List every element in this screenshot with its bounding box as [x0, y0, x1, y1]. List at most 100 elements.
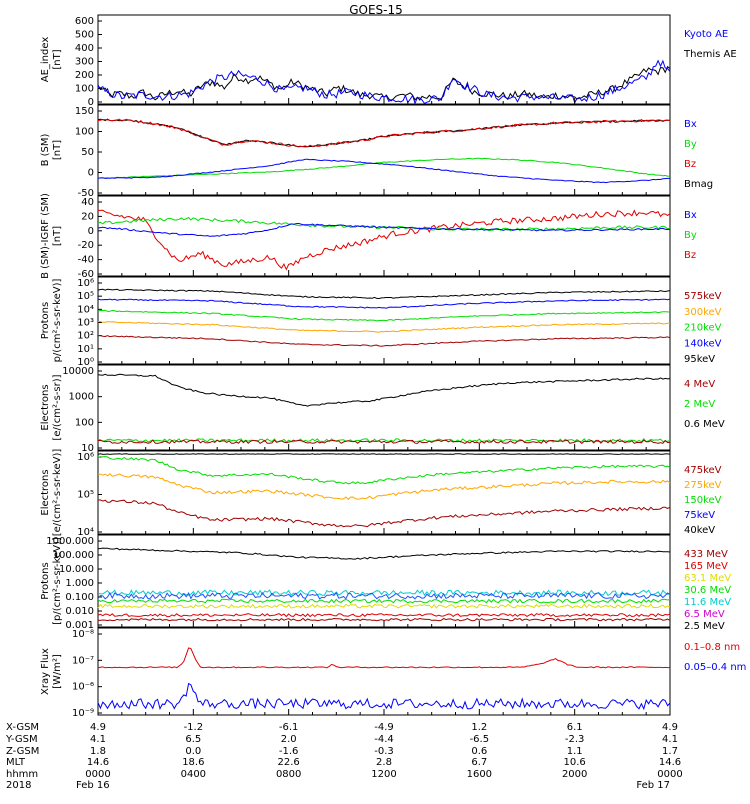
panel-ae-index: 600 500 400 300 200 100 0 AE_index [nT] Kyoto AE T… — [40, 14, 737, 108]
ephemeris-value: 18.6 — [182, 757, 204, 768]
ephemeris-value: -1.6 — [279, 746, 299, 757]
series-line-Bz — [97, 209, 671, 271]
ephemeris-value: 1.7 — [662, 746, 678, 757]
y-axis-label: B (SM) — [40, 133, 51, 166]
legend-entry: 63.1 MeV — [684, 573, 731, 584]
y-tick-label: 0.010 — [65, 606, 94, 617]
ephemeris-value: 14.6 — [659, 757, 681, 768]
y-tick-label: 10⁻⁷ — [72, 655, 94, 666]
y-tick-label: 100 — [75, 127, 94, 138]
ephemeris-row-label: 2018 — [6, 780, 31, 791]
y-tick-label: 10⁻⁹ — [72, 708, 94, 719]
series-line-4 MeV — [97, 439, 671, 445]
ephemeris-value: 4.9 — [662, 722, 678, 733]
legend-entry: 0.05–0.4 nm — [684, 662, 746, 673]
y-axis-label: Electrons — [40, 469, 51, 515]
series-line-210keV — [97, 309, 671, 322]
ephemeris-footer: X-GSMY-GSMZ-GSMMLThhmm20184.94.11.814.60… — [5, 722, 683, 791]
y-tick-label: 500 — [75, 30, 94, 41]
ephemeris-value: 22.6 — [278, 757, 300, 768]
series-line-0.1–0.8 nm — [97, 647, 671, 669]
y-tick-label: 0 — [88, 168, 94, 179]
ephemeris-value: Feb 16 — [76, 780, 110, 791]
legend-entry: Themis AE — [683, 49, 737, 60]
panel-electrons-high: 10000 1000 100 10 Electrons [e/(cm²-s-sr)] 4 M… — [40, 364, 725, 454]
legend-entry: By — [684, 230, 697, 241]
series-line-Bz — [97, 118, 671, 148]
y-axis-label: [e/(cm²-s-sr-keV)] — [52, 449, 63, 537]
y-tick-label: 20 — [81, 211, 94, 222]
legend-entry: Bx — [684, 210, 697, 221]
y-axis-label: Xray Flux — [40, 648, 51, 695]
ephemeris-value: 6.7 — [471, 757, 487, 768]
ephemeris-row-label: X-GSM — [6, 722, 39, 733]
ephemeris-value: 4.9 — [90, 722, 106, 733]
y-axis-label: Protons — [40, 302, 51, 339]
y-tick-label: 50 — [81, 147, 94, 158]
ephemeris-row-label: hhmm — [6, 769, 38, 780]
y-tick-label: 10⁶ — [77, 452, 94, 463]
ephemeris-value: -2.3 — [565, 734, 585, 745]
y-tick-label: 0.001 — [65, 620, 94, 631]
y-tick-label: 200 — [75, 70, 94, 81]
legend-entry: 300keV — [684, 307, 722, 318]
legend-entry: 2 MeV — [684, 399, 715, 410]
ephemeris-value: -6.1 — [279, 722, 299, 733]
y-axis-label: Electrons — [40, 384, 51, 430]
y-tick-label: 10⁵ — [77, 490, 94, 501]
y-tick-label: 10⁻⁸ — [72, 629, 94, 640]
y-tick-label: -60 — [78, 269, 94, 280]
ephemeris-value: 2000 — [562, 769, 587, 780]
series-line-Bmag — [97, 118, 671, 148]
ephemeris-value: Feb 17 — [636, 780, 670, 791]
legend-entry: 6.5 MeV — [684, 609, 725, 620]
ephemeris-value: 1.8 — [90, 746, 106, 757]
series-line-11.6 MeV — [97, 589, 671, 597]
ephemeris-value: 0000 — [85, 769, 110, 780]
series-line-433 MeV — [97, 617, 671, 622]
y-tick-label: 1000.000 — [46, 536, 94, 547]
series-line-Bx — [97, 158, 670, 184]
panel-frame — [97, 627, 671, 716]
y-tick-label: 1000 — [69, 392, 94, 403]
ephemeris-value: -6.5 — [470, 734, 490, 745]
ephemeris-row-label: MLT — [6, 757, 26, 768]
y-axis-label: B (SM)-IGRF (SM) — [40, 193, 51, 279]
ephemeris-value: 14.6 — [87, 757, 109, 768]
series-line-2.5 MeV — [97, 547, 671, 560]
ephemeris-value: 0800 — [276, 769, 301, 780]
y-tick-label: 10⁴ — [77, 527, 94, 538]
series-line-165 MeV — [97, 613, 671, 618]
ephemeris-value: 0000 — [657, 769, 682, 780]
legend-entry: 30.6 MeV — [684, 585, 731, 596]
panel-xray-flux: 10⁻⁸ 10⁻⁷ 10⁻⁶ 10⁻⁹ Xray Flux [W/m²] 0.1–0.8 n… — [40, 627, 746, 719]
legend-entry: Bz — [684, 159, 696, 170]
y-tick-label: 10³ — [77, 318, 94, 329]
series-line-275keV — [97, 473, 671, 501]
legend-entry: 210keV — [684, 323, 722, 334]
y-tick-label: 400 — [75, 43, 94, 54]
ephemeris-value: 1200 — [371, 769, 396, 780]
y-tick-label: 1.000 — [65, 578, 94, 589]
y-tick-label: 40 — [81, 197, 94, 208]
series-line-Themis AE — [97, 65, 671, 102]
legend-entry: 40keV — [684, 525, 715, 536]
legend-entry: 95keV — [684, 354, 715, 365]
y-tick-label: 100 — [75, 417, 94, 428]
legend-entry: Bz — [684, 250, 696, 261]
panel-frame — [97, 364, 671, 451]
series-line-0.05–0.4 nm — [97, 682, 671, 711]
series-line-6.5 MeV — [97, 591, 671, 600]
series-line-150keV — [97, 456, 671, 485]
legend-entry: 4 MeV — [684, 379, 715, 390]
ephemeris-value: 1600 — [467, 769, 492, 780]
y-tick-label: 0.100 — [65, 592, 94, 603]
series-line-0.6 MeV — [97, 373, 671, 407]
y-axis-label: p/(cm²-s-sr-keV)] — [52, 279, 63, 363]
ephemeris-value: 0400 — [181, 769, 206, 780]
legend-entry: By — [684, 139, 697, 150]
ephemeris-value: 2.8 — [376, 757, 392, 768]
y-tick-label: 300 — [75, 57, 94, 68]
y-tick-label: 0 — [88, 97, 94, 108]
